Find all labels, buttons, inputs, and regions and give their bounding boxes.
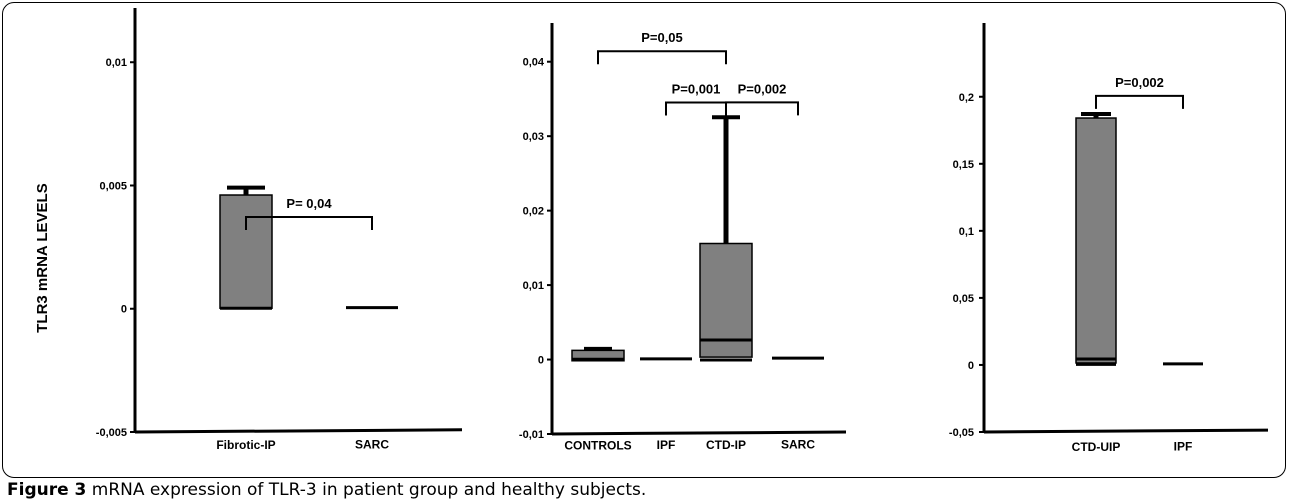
x-axis	[551, 430, 847, 436]
box-ctd-uip	[1075, 117, 1117, 364]
significance-bracket	[597, 50, 727, 65]
x-category-label-sarc: SARC	[781, 437, 815, 451]
x-category-label-fibrotic-ip: Fibrotic-IP	[216, 438, 275, 452]
y-tick-label: 0,01	[106, 57, 127, 69]
box-ctd-ip	[699, 242, 753, 358]
y-tick-label: -0,005	[96, 427, 127, 439]
chart-panel-four-groups: 0,04 0,03 0,02 0,01 0 -0,01 CONTROLS IPF CTD-IP S…	[519, 23, 847, 453]
x-category-label-ctd-ip: CTD-IP	[706, 438, 746, 452]
p-value-label: P=0,05	[641, 30, 683, 45]
p-value-label: P=0,001	[672, 81, 721, 96]
significance-bracket	[1095, 94, 1184, 109]
y-tick-label: 0	[968, 360, 974, 372]
caption-label: Figure 3	[7, 480, 87, 500]
figure-frame	[2, 2, 1286, 478]
significance-bracket	[725, 101, 799, 116]
x-axis	[983, 428, 1269, 434]
shared-y-axis-label: TLR3 mRNA LEVELS	[34, 183, 51, 332]
figure-panels: TLR3 mRNA LEVELS 0,01 0,005 0 -0,005 Fibroti…	[34, 8, 1269, 454]
x-category-label-ipf: IPF	[657, 438, 676, 452]
y-tick-label: 0	[121, 304, 127, 316]
significance-bracket	[245, 215, 373, 230]
y-tick-label: -0,05	[949, 427, 974, 439]
box-fibrotic-ip	[219, 194, 273, 309]
y-tick-label: 0,05	[953, 293, 974, 305]
y-tick-label: 0,1	[959, 226, 974, 238]
p-value-label: P= 0,04	[286, 196, 332, 211]
chart-panel-fibrotic-vs-sarc: 0,01 0,005 0 -0,005 Fibrotic-IP SARC P= 0,04	[96, 8, 463, 452]
x-category-label-sarc: SARC	[355, 437, 389, 451]
y-tick-label: -0,01	[519, 429, 544, 441]
x-category-label-ctd-uip: CTD-UIP	[1072, 440, 1121, 454]
significance-bracket	[665, 101, 727, 116]
y-tick-label: 0,03	[523, 131, 544, 143]
x-category-label-ipf: IPF	[1174, 440, 1193, 454]
y-tick-label: 0,15	[953, 159, 974, 171]
p-value-label: P=0,002	[738, 81, 787, 96]
y-tick-label: 0,005	[99, 180, 127, 192]
y-tick-label: 0,01	[523, 280, 544, 292]
x-category-label-controls: CONTROLS	[564, 439, 631, 453]
y-tick-label: 0	[538, 355, 544, 367]
y-tick-label: 0,2	[959, 92, 974, 104]
chart-panel-ctd-uip-vs-ipf: 0,2 0,15 0,1 0,05 0 -0,05 CTD-UIP IPF P=0,002	[949, 23, 1269, 454]
p-value-label: P=0,002	[1115, 75, 1164, 90]
y-tick-label: 0,04	[523, 57, 545, 69]
figure-caption: Figure 3 mRNA expression of TLR-3 in pat…	[7, 480, 646, 500]
y-tick-label: 0,02	[523, 206, 544, 218]
x-axis	[134, 428, 463, 434]
caption-text: mRNA expression of TLR-3 in patient grou…	[86, 480, 647, 500]
